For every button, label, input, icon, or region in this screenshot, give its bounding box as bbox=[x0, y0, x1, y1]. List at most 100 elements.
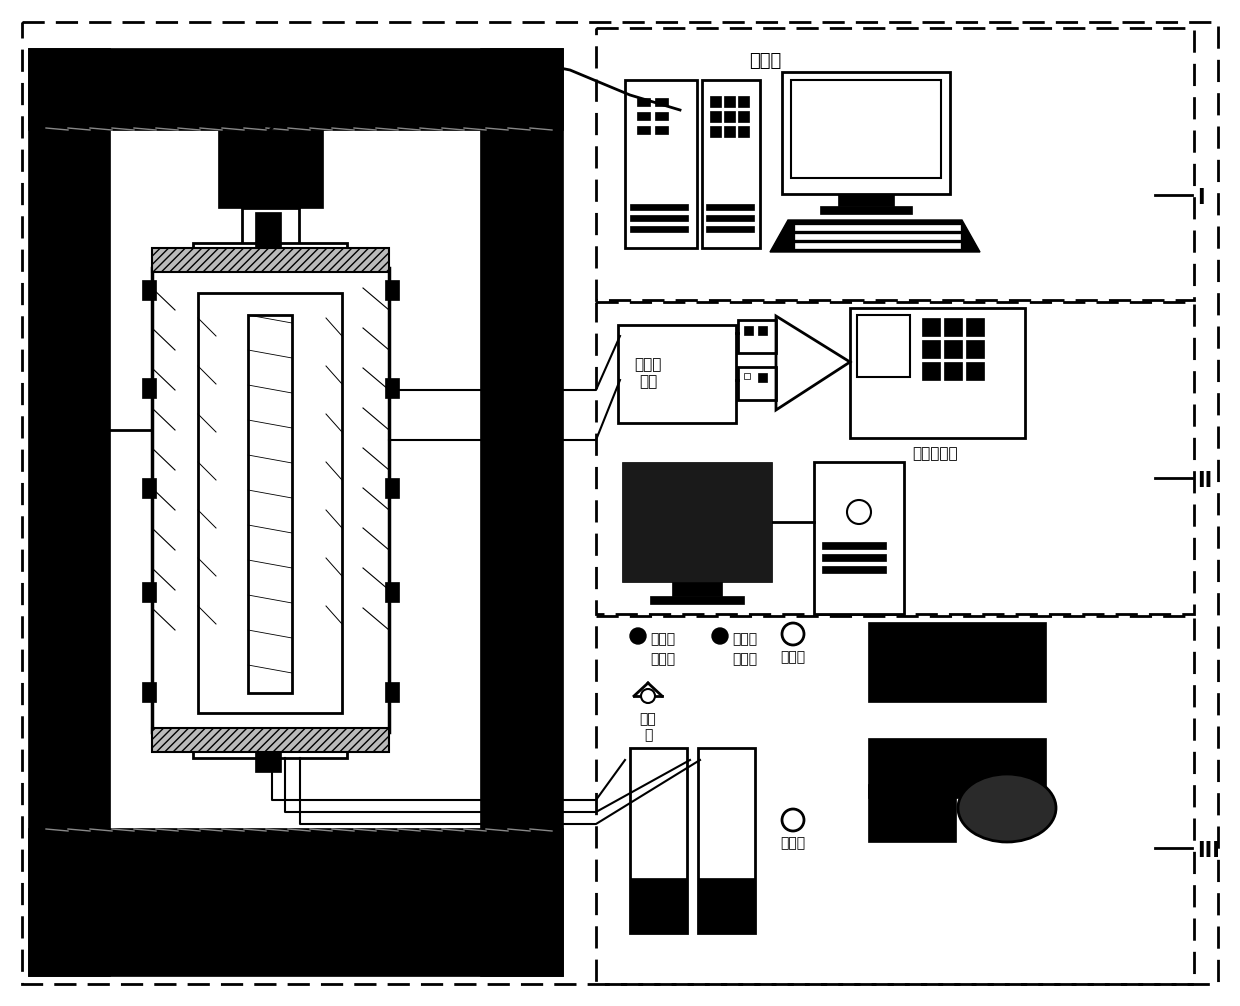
Bar bbox=[255, 752, 281, 772]
Bar bbox=[724, 126, 735, 137]
Bar bbox=[153, 248, 389, 272]
Bar bbox=[795, 243, 960, 248]
Text: II: II bbox=[1197, 471, 1213, 491]
Bar bbox=[630, 215, 688, 221]
Bar bbox=[637, 98, 650, 106]
Text: 油压计: 油压计 bbox=[780, 650, 806, 664]
Bar bbox=[724, 96, 735, 107]
Bar bbox=[248, 315, 291, 693]
Bar bbox=[143, 280, 156, 300]
Bar bbox=[384, 280, 399, 300]
Bar bbox=[384, 378, 399, 398]
Bar bbox=[655, 126, 668, 134]
Text: III: III bbox=[1197, 841, 1220, 861]
Bar bbox=[622, 462, 773, 582]
Bar bbox=[596, 616, 1194, 984]
Bar bbox=[795, 225, 960, 230]
Bar bbox=[813, 462, 904, 614]
Bar bbox=[791, 80, 941, 178]
Bar bbox=[143, 478, 156, 498]
Text: IV: IV bbox=[82, 423, 105, 443]
Bar bbox=[738, 126, 749, 137]
Bar bbox=[596, 302, 1194, 614]
Bar bbox=[29, 48, 110, 976]
Bar bbox=[655, 112, 668, 120]
Bar bbox=[738, 320, 776, 353]
Bar bbox=[706, 226, 754, 232]
Bar bbox=[630, 226, 688, 232]
Bar bbox=[480, 48, 563, 976]
Bar bbox=[782, 72, 950, 194]
Bar bbox=[630, 748, 687, 933]
Bar bbox=[630, 204, 688, 210]
Text: 流量计: 流量计 bbox=[650, 652, 675, 666]
Bar bbox=[198, 293, 342, 713]
Bar bbox=[944, 362, 962, 380]
Bar bbox=[944, 318, 962, 336]
Bar bbox=[143, 582, 156, 602]
Bar bbox=[822, 542, 887, 549]
Ellipse shape bbox=[959, 774, 1056, 842]
Text: I: I bbox=[1197, 188, 1204, 208]
Bar bbox=[758, 373, 768, 382]
Bar bbox=[857, 315, 910, 377]
Circle shape bbox=[641, 689, 655, 703]
Bar bbox=[242, 208, 299, 250]
Bar bbox=[255, 212, 281, 248]
Bar bbox=[724, 111, 735, 122]
Bar bbox=[637, 126, 650, 134]
Circle shape bbox=[782, 809, 804, 831]
Bar bbox=[153, 268, 389, 732]
Text: 控制台: 控制台 bbox=[749, 52, 781, 70]
Bar bbox=[966, 318, 985, 336]
Bar bbox=[711, 111, 720, 122]
Bar bbox=[744, 326, 753, 335]
Bar bbox=[868, 622, 1047, 702]
Bar bbox=[944, 340, 962, 358]
Circle shape bbox=[712, 628, 728, 644]
Bar bbox=[822, 566, 887, 573]
Bar bbox=[875, 745, 1039, 791]
Text: 水压计: 水压计 bbox=[780, 836, 806, 850]
Bar bbox=[384, 478, 399, 498]
Bar bbox=[143, 682, 156, 702]
Text: 信号采集仪: 信号采集仪 bbox=[913, 446, 957, 461]
Bar bbox=[384, 682, 399, 702]
Polygon shape bbox=[770, 220, 980, 252]
Bar bbox=[698, 878, 755, 933]
Bar bbox=[868, 738, 1047, 798]
Bar bbox=[637, 112, 650, 120]
Bar bbox=[738, 96, 749, 107]
Bar bbox=[706, 204, 754, 210]
Bar bbox=[744, 373, 750, 379]
Bar bbox=[923, 340, 940, 358]
Bar bbox=[868, 784, 956, 842]
Bar bbox=[966, 340, 985, 358]
Bar bbox=[672, 582, 722, 596]
Bar bbox=[630, 470, 764, 565]
Bar bbox=[702, 80, 760, 248]
Bar bbox=[384, 582, 399, 602]
Bar bbox=[758, 326, 768, 335]
Bar bbox=[625, 80, 697, 248]
Bar bbox=[193, 243, 347, 271]
Text: 转换
阀: 转换 阀 bbox=[640, 712, 656, 742]
Bar bbox=[849, 308, 1025, 438]
Bar bbox=[738, 111, 749, 122]
Bar bbox=[820, 206, 911, 214]
Bar bbox=[875, 629, 1039, 695]
Bar bbox=[711, 126, 720, 137]
Bar bbox=[650, 596, 744, 604]
Bar bbox=[698, 748, 755, 933]
Bar bbox=[596, 28, 1194, 300]
Bar bbox=[218, 130, 322, 208]
Bar bbox=[795, 234, 960, 239]
Bar bbox=[738, 367, 776, 400]
Bar bbox=[711, 96, 720, 107]
Bar bbox=[966, 362, 985, 380]
Text: 水压计: 水压计 bbox=[650, 632, 675, 646]
Bar bbox=[29, 48, 563, 130]
Text: 水压计: 水压计 bbox=[732, 632, 758, 646]
Bar bbox=[153, 728, 389, 752]
Circle shape bbox=[630, 628, 646, 644]
